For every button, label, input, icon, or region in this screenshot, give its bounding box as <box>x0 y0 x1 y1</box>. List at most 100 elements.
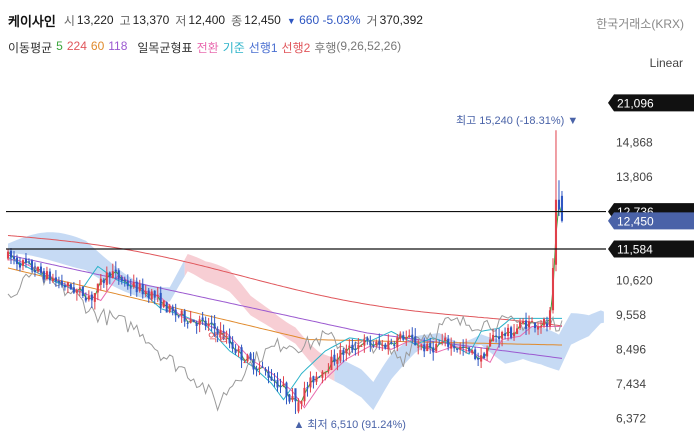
candle-body <box>345 348 348 354</box>
candle-body <box>135 281 138 293</box>
candle-body <box>117 270 120 279</box>
candle-body <box>471 350 474 353</box>
candle-body <box>6 251 10 259</box>
close-value: 12,450 <box>244 13 281 27</box>
candle-body <box>231 341 234 349</box>
candle-body <box>447 338 450 347</box>
candle-body <box>147 290 150 299</box>
candle-body <box>252 359 255 370</box>
candle-body <box>129 287 132 289</box>
ichimoku-params: (9,26,52,26) <box>336 39 402 53</box>
candle-body <box>141 284 144 295</box>
quote-summary: 케이사인 시 13,220 고 13,370 저 12,400 종 12,450… <box>8 11 429 29</box>
candle-body <box>177 315 180 317</box>
candle-body <box>324 372 327 374</box>
candle-body <box>102 279 105 284</box>
candle-body <box>123 279 126 282</box>
candle-body <box>486 347 489 357</box>
candle-body <box>396 337 399 348</box>
candle-body <box>420 345 423 347</box>
candle-body <box>423 344 426 352</box>
candle-body <box>15 257 19 264</box>
candle-body <box>132 282 135 288</box>
candle-body <box>441 342 444 344</box>
candle-body <box>351 344 354 351</box>
price-tag <box>608 240 694 258</box>
ichimoku-tenkan-label: 전환 <box>196 41 219 55</box>
ma-60-label: 60 <box>90 39 105 53</box>
candle-body <box>390 342 393 344</box>
candle-body <box>222 331 225 340</box>
ichimoku-chikou-label: 후행 <box>314 41 337 55</box>
candle-body <box>237 348 240 352</box>
chart-header: 케이사인 시 13,220 고 13,370 저 12,400 종 12,450… <box>0 0 695 60</box>
candle-body <box>405 336 408 340</box>
candle-body <box>381 344 384 346</box>
cloud-label: 악병 <box>208 331 228 344</box>
candle-body <box>276 380 279 388</box>
candle-body <box>530 321 534 323</box>
candle-body <box>357 344 360 349</box>
candle-body <box>207 323 210 326</box>
candle-body <box>498 336 501 340</box>
candle-body <box>63 285 66 288</box>
candle-body <box>243 362 246 364</box>
ichimoku-label[interactable]: 일목균형표 <box>137 41 193 55</box>
candle-body <box>189 319 192 323</box>
candle-body <box>228 335 231 344</box>
candle-body <box>186 322 189 324</box>
candle-body <box>174 309 177 316</box>
open-value: 13,220 <box>76 13 114 27</box>
candle-body <box>354 348 357 350</box>
candle-body <box>348 345 351 348</box>
stock-name[interactable]: 케이사인 <box>8 13 56 29</box>
candle-body <box>378 341 381 345</box>
candle-body <box>438 343 441 345</box>
candle-body <box>180 310 183 316</box>
candle-body <box>69 284 72 290</box>
candle-body <box>36 266 39 272</box>
price-tag <box>608 94 694 112</box>
candle-body <box>219 330 222 334</box>
candle-body <box>30 260 34 270</box>
candle-body <box>501 332 504 339</box>
candle-body <box>539 326 543 328</box>
candle-body <box>429 343 432 348</box>
ma-118-label: 118 <box>108 39 128 53</box>
candle-body <box>474 349 477 360</box>
candle-body <box>489 339 492 347</box>
horizontal-price-lines[interactable] <box>6 210 606 250</box>
candle-body <box>150 291 153 300</box>
change-pct: -5.03% <box>322 13 361 27</box>
candle-body <box>330 356 333 370</box>
candle-body <box>249 353 252 360</box>
candle-body <box>551 268 555 311</box>
candle-body <box>60 280 63 286</box>
chart-annotations: 최고 15,240 (-18.31%) ▼ ▲ 최저 6,510 (91.24%)… <box>208 114 578 431</box>
scale-mode-button[interactable]: Linear <box>649 56 683 70</box>
axis-tick-label: 10,620 <box>616 273 653 287</box>
candle-body <box>279 386 282 388</box>
cloud-bear-segment <box>184 254 335 381</box>
candle-body <box>210 322 213 324</box>
candle-body <box>536 326 540 330</box>
candle-body <box>557 199 561 210</box>
candle-body <box>255 368 258 371</box>
ma-60-line <box>7 267 562 346</box>
candle-body <box>201 317 204 321</box>
axis-tick-label: 9,558 <box>616 308 646 322</box>
candle-body <box>258 367 261 369</box>
candle-body <box>198 319 201 325</box>
candle-body <box>306 387 309 389</box>
candle-body <box>267 371 270 378</box>
candle-body <box>519 321 522 329</box>
candle-body <box>468 347 471 351</box>
ma-label[interactable]: 이동평균 <box>8 41 53 55</box>
candle-body <box>297 402 300 412</box>
candle-body <box>300 401 303 404</box>
candle-body <box>234 349 237 353</box>
candle-body <box>504 333 507 336</box>
candle-body <box>408 335 411 337</box>
candle-body <box>27 261 31 263</box>
